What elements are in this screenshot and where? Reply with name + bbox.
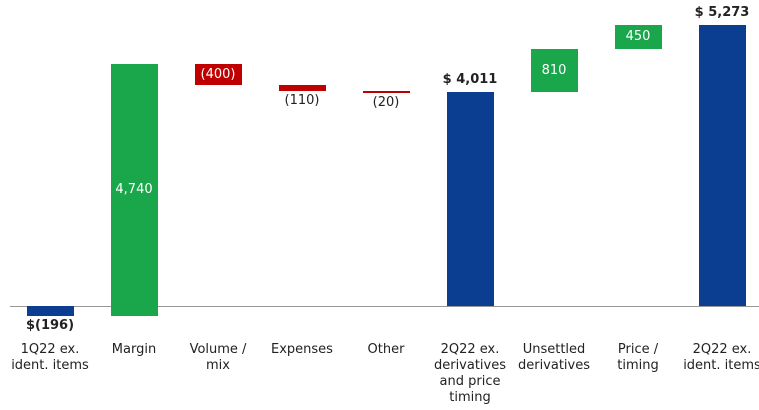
- bar: [278, 85, 326, 92]
- category-label: Margin: [111, 342, 157, 357]
- value-label: $(196): [25, 318, 75, 334]
- bar: [362, 91, 410, 94]
- bar: [26, 306, 74, 317]
- category-label: 2Q22 ex. ident. items: [683, 342, 759, 373]
- value-label: $ 5,273: [694, 5, 750, 20]
- category-label: Volume / mix: [189, 342, 247, 373]
- category-label: 1Q22 ex. ident. items: [11, 342, 89, 373]
- category-label: 2Q22 ex. derivatives and price timing: [433, 342, 507, 405]
- baseline: [10, 306, 759, 307]
- bar: [194, 63, 242, 86]
- bar: [530, 49, 578, 93]
- category-label: Expenses: [271, 342, 333, 357]
- value-label: $ 4,011: [442, 72, 498, 88]
- bar: [698, 25, 746, 306]
- value-label: 4,740: [115, 182, 153, 198]
- value-label: 450: [625, 29, 651, 45]
- bar: [614, 25, 662, 50]
- bar: [110, 63, 158, 317]
- bar: [446, 92, 494, 306]
- value-label: (20): [372, 95, 400, 111]
- category-label: Price / timing: [617, 342, 659, 373]
- value-label: 810: [541, 62, 567, 78]
- value-label: (400): [200, 66, 236, 82]
- category-label: Unsettled derivatives: [517, 342, 591, 373]
- category-label: Other: [367, 342, 405, 357]
- value-label: (110): [284, 93, 320, 109]
